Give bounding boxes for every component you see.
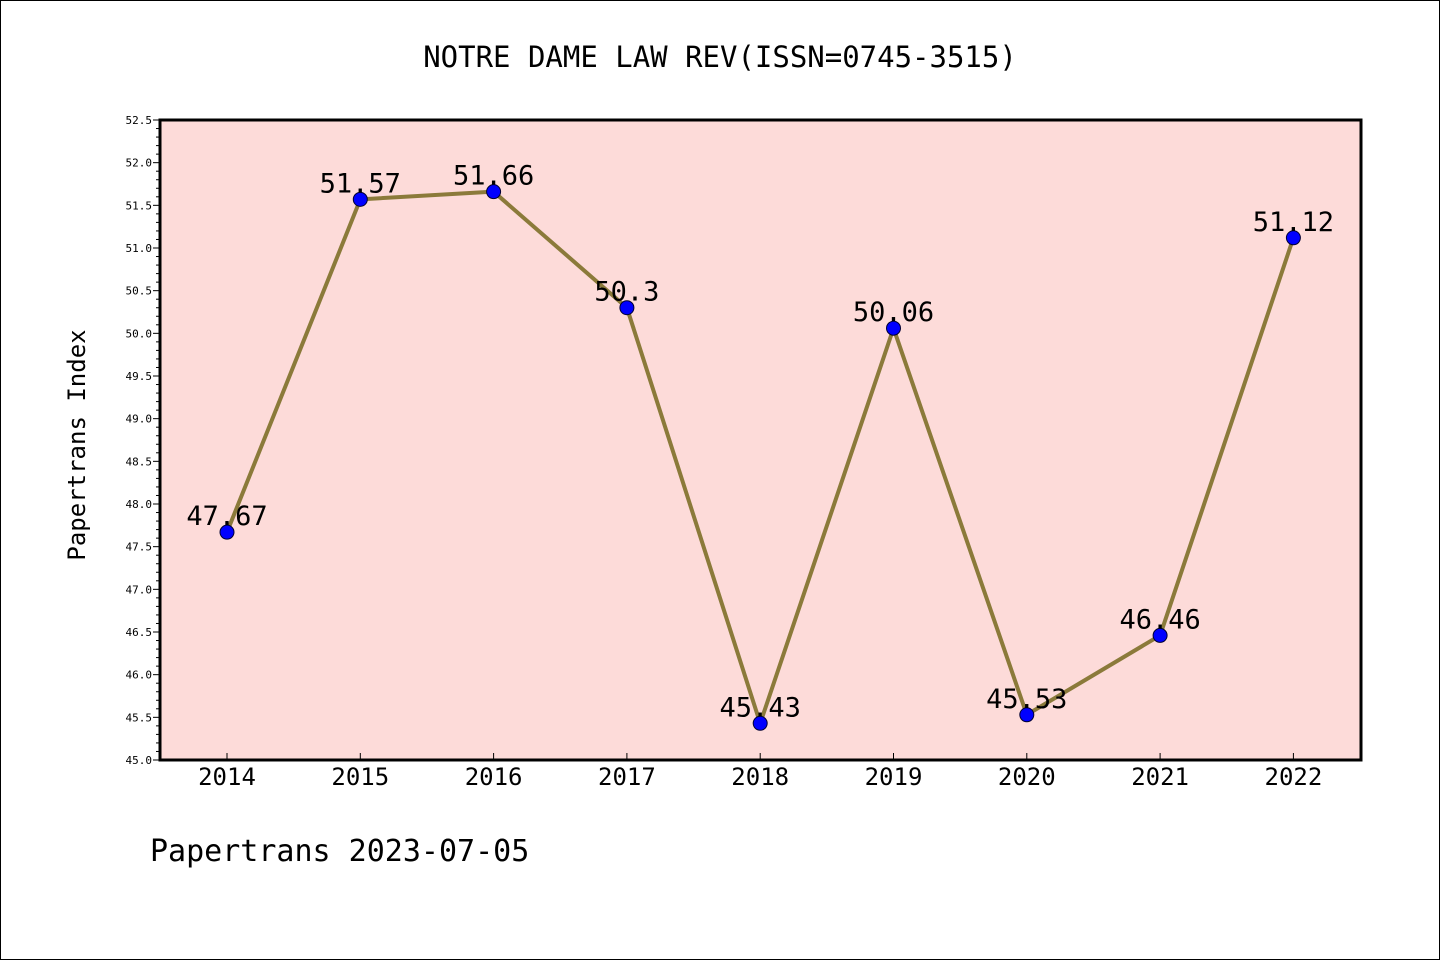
plot-area [160, 120, 1361, 760]
data-label-2019: 50.06 [853, 297, 934, 328]
data-label-2018: 45.43 [720, 692, 801, 723]
x-tick-label-2015: 2015 [331, 763, 389, 791]
y-tick-label: 46.5 [126, 626, 153, 639]
data-label-2021: 46.46 [1119, 604, 1200, 635]
x-tick-label-2021: 2021 [1131, 763, 1189, 791]
y-tick-label: 52.0 [126, 157, 153, 170]
data-point-2015 [352, 191, 368, 207]
y-tick-label: 51.5 [126, 199, 153, 212]
x-tick-label-2019: 2019 [865, 763, 923, 791]
y-tick-label: 46.0 [126, 669, 153, 682]
x-tick-label-2022: 2022 [1265, 763, 1323, 791]
data-label-2020: 45.53 [986, 684, 1067, 715]
x-tick-label-2020: 2020 [998, 763, 1056, 791]
data-label-2017: 50.3 [594, 277, 659, 308]
series-layer: 47.67 51.57 51.66 50.3 45.43 50.06 45.53 46.46 5… [186, 161, 1334, 731]
data-point-2019 [886, 320, 901, 336]
data-point-2020 [1019, 707, 1035, 723]
data-point-2014 [219, 524, 235, 540]
y-tick-label: 48.0 [126, 498, 153, 511]
data-point-2017 [619, 300, 635, 316]
y-tick-label: 52.5 [126, 114, 153, 127]
y-axis-title: Papertrans Index [63, 329, 91, 560]
x-tick-label-2017: 2017 [598, 763, 656, 791]
y-tick-label: 47.5 [126, 541, 153, 554]
y-tick-label: 50.0 [126, 327, 153, 340]
y-tick-label: 51.0 [126, 242, 153, 255]
y-axis: 45.0 45.5 46.0 46.5 47.0 47.5 48.0 48.5 49.0 49.5… [126, 114, 160, 767]
x-axis: 2014 2015 2016 2017 2018 2019 2020 2021 2022 [198, 753, 1322, 791]
data-point-2018 [752, 715, 768, 731]
data-label-2014: 47.67 [186, 501, 267, 532]
footer-text: Papertrans 2023-07-05 [150, 834, 530, 869]
x-tick-label-2018: 2018 [731, 763, 789, 791]
chart-title: NOTRE DAME LAW REV(ISSN=0745-3515) [423, 40, 1017, 74]
data-point-2021 [1152, 627, 1168, 643]
y-tick-label: 49.0 [126, 413, 153, 426]
x-tick-label-2016: 2016 [465, 763, 523, 791]
y-tick-label: 48.5 [126, 455, 153, 468]
x-tick-label-2014: 2014 [198, 763, 256, 791]
data-point-2016 [486, 184, 502, 200]
y-tick-label: 45.5 [126, 711, 153, 724]
y-tick-label: 50.5 [126, 285, 153, 298]
data-label-2016: 51.66 [453, 161, 534, 192]
data-point-2022 [1285, 230, 1301, 246]
data-label-2022: 51.12 [1253, 207, 1334, 238]
data-label-2015: 51.57 [320, 168, 401, 199]
y-tick-label: 47.0 [126, 583, 153, 596]
y-tick-label: 49.5 [126, 370, 153, 383]
plot-border [158, 118, 1363, 762]
y-tick-label: 45.0 [126, 754, 153, 767]
